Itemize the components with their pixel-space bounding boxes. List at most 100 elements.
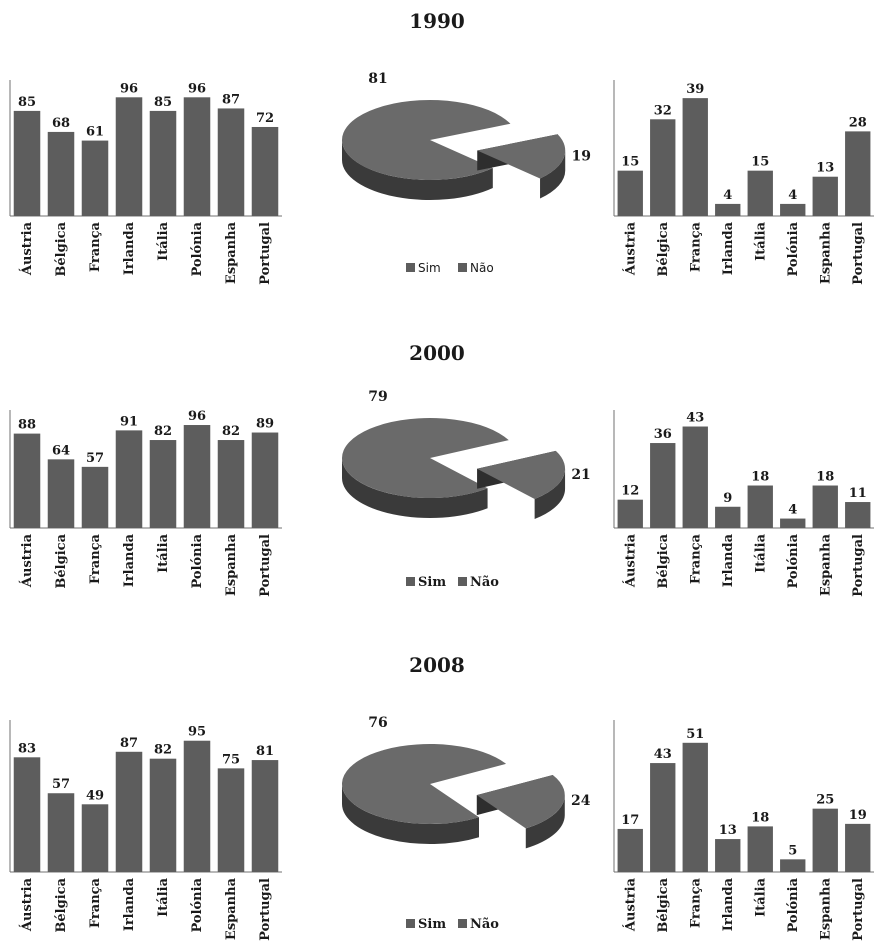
bar-Espanha (217, 108, 245, 216)
data-label: 51 (686, 727, 704, 742)
legend-label-nao: Não (470, 575, 499, 590)
tick-label: Itália (753, 877, 768, 916)
data-label: 9 (723, 491, 732, 506)
tick-label: França (688, 221, 703, 272)
data-label: 25 (816, 793, 834, 808)
legend-swatch-sim (406, 577, 415, 586)
data-label: 85 (154, 95, 172, 110)
bar-Áustria (13, 757, 41, 872)
data-label: 89 (256, 417, 274, 432)
pie-slice-nao-side (540, 150, 566, 199)
tick-label: Itália (753, 221, 768, 260)
year-title: 2000 (409, 341, 465, 365)
year-title: 2008 (409, 653, 465, 677)
tick-label: Portugal (851, 878, 866, 941)
tick-label: Bélgica (656, 221, 671, 276)
bar-Bélgica (47, 131, 75, 216)
data-label: 36 (654, 427, 672, 442)
pie-slice-nao (477, 134, 566, 179)
tick-label: Espanha (224, 877, 239, 940)
pie-chart-0: 81 19 Sim Não (342, 71, 591, 275)
data-label: 87 (120, 736, 138, 751)
data-label: 18 (816, 470, 834, 485)
data-label: 13 (719, 823, 737, 838)
bar-Portugal (251, 432, 279, 528)
tick-label: Bélgica (656, 877, 671, 932)
data-label: 96 (120, 81, 138, 96)
tick-label: Áustria (622, 533, 638, 588)
data-label: 72 (256, 111, 274, 126)
bar-Áustria (617, 170, 643, 216)
bar-Portugal (251, 760, 279, 872)
tick-label: Itália (156, 221, 171, 260)
data-label: 57 (86, 451, 104, 466)
data-label: 43 (654, 747, 672, 762)
data-label: 11 (849, 486, 867, 501)
legend-label-sim: Sim (418, 575, 446, 590)
pie-label-sim: 81 (368, 71, 387, 87)
bar-Espanha (812, 808, 838, 872)
tick-label: Espanha (818, 221, 833, 284)
tick-label: Bélgica (54, 533, 69, 588)
pie-label-sim: 79 (368, 389, 387, 405)
pie-slice-sim (342, 743, 507, 824)
pie-legend: Sim Não (406, 917, 499, 932)
tick-label: Áustria (622, 877, 638, 932)
bar-Polónia (183, 97, 211, 216)
bar-Áustria (13, 433, 41, 528)
data-label: 95 (188, 725, 206, 740)
pie-slice-sim-side (342, 784, 480, 844)
bar-Portugal (845, 131, 871, 216)
data-label: 43 (686, 411, 704, 426)
tick-label: Espanha (818, 533, 833, 596)
right-bar-chart-undefined: 12 Áustria 36 Bélgica 43 França 9 Irlanda 18 Itál… (613, 410, 874, 597)
data-label: 61 (86, 125, 104, 140)
legend-swatch-nao (458, 577, 467, 586)
data-label: 5 (788, 843, 797, 858)
tick-label: Bélgica (54, 221, 69, 276)
data-label: 75 (222, 752, 240, 767)
bar-Bélgica (650, 443, 676, 528)
bar-França (81, 140, 109, 216)
data-label: 49 (86, 788, 104, 803)
bar-Irlanda (115, 430, 143, 528)
pie-label-nao: 24 (571, 793, 591, 809)
bar-Áustria (13, 110, 41, 216)
data-label: 82 (154, 743, 172, 758)
data-label: 13 (816, 161, 834, 176)
data-label: 17 (621, 813, 639, 828)
data-label: 15 (751, 155, 769, 170)
legend-label-sim: Sim (418, 917, 446, 932)
tick-label: Itália (156, 533, 171, 572)
legend-swatch-nao (458, 263, 467, 272)
data-label: 39 (686, 82, 704, 97)
bar-Polónia (780, 203, 806, 216)
tick-label: Bélgica (54, 877, 69, 932)
tick-label: Áustria (622, 221, 638, 276)
data-label: 82 (222, 424, 240, 439)
bar-Itália (149, 440, 177, 528)
bar-Portugal (251, 126, 279, 216)
tick-label: Áustria (19, 533, 35, 588)
pie-slice-nao-side (534, 468, 566, 520)
tick-label: França (688, 877, 703, 928)
tick-label: Polónia (786, 533, 801, 588)
legend-swatch-sim (406, 919, 415, 928)
pie-label-nao: 19 (571, 148, 590, 164)
bar-França (682, 742, 708, 872)
tick-label: Espanha (224, 533, 239, 596)
bar-Áustria (617, 499, 643, 528)
data-label: 96 (188, 81, 206, 96)
bar-Espanha (812, 176, 838, 216)
data-label: 64 (52, 443, 70, 458)
pie-legend: Sim Não (406, 261, 494, 275)
tick-label: Polónia (786, 221, 801, 276)
data-label: 82 (154, 424, 172, 439)
tick-label: Portugal (258, 534, 273, 597)
data-label: 96 (188, 409, 206, 424)
legend-label-nao: Não (470, 261, 494, 275)
tick-label: Portugal (851, 534, 866, 597)
tick-label: Polónia (190, 221, 205, 276)
data-label: 87 (222, 92, 240, 107)
data-label: 18 (751, 810, 769, 825)
